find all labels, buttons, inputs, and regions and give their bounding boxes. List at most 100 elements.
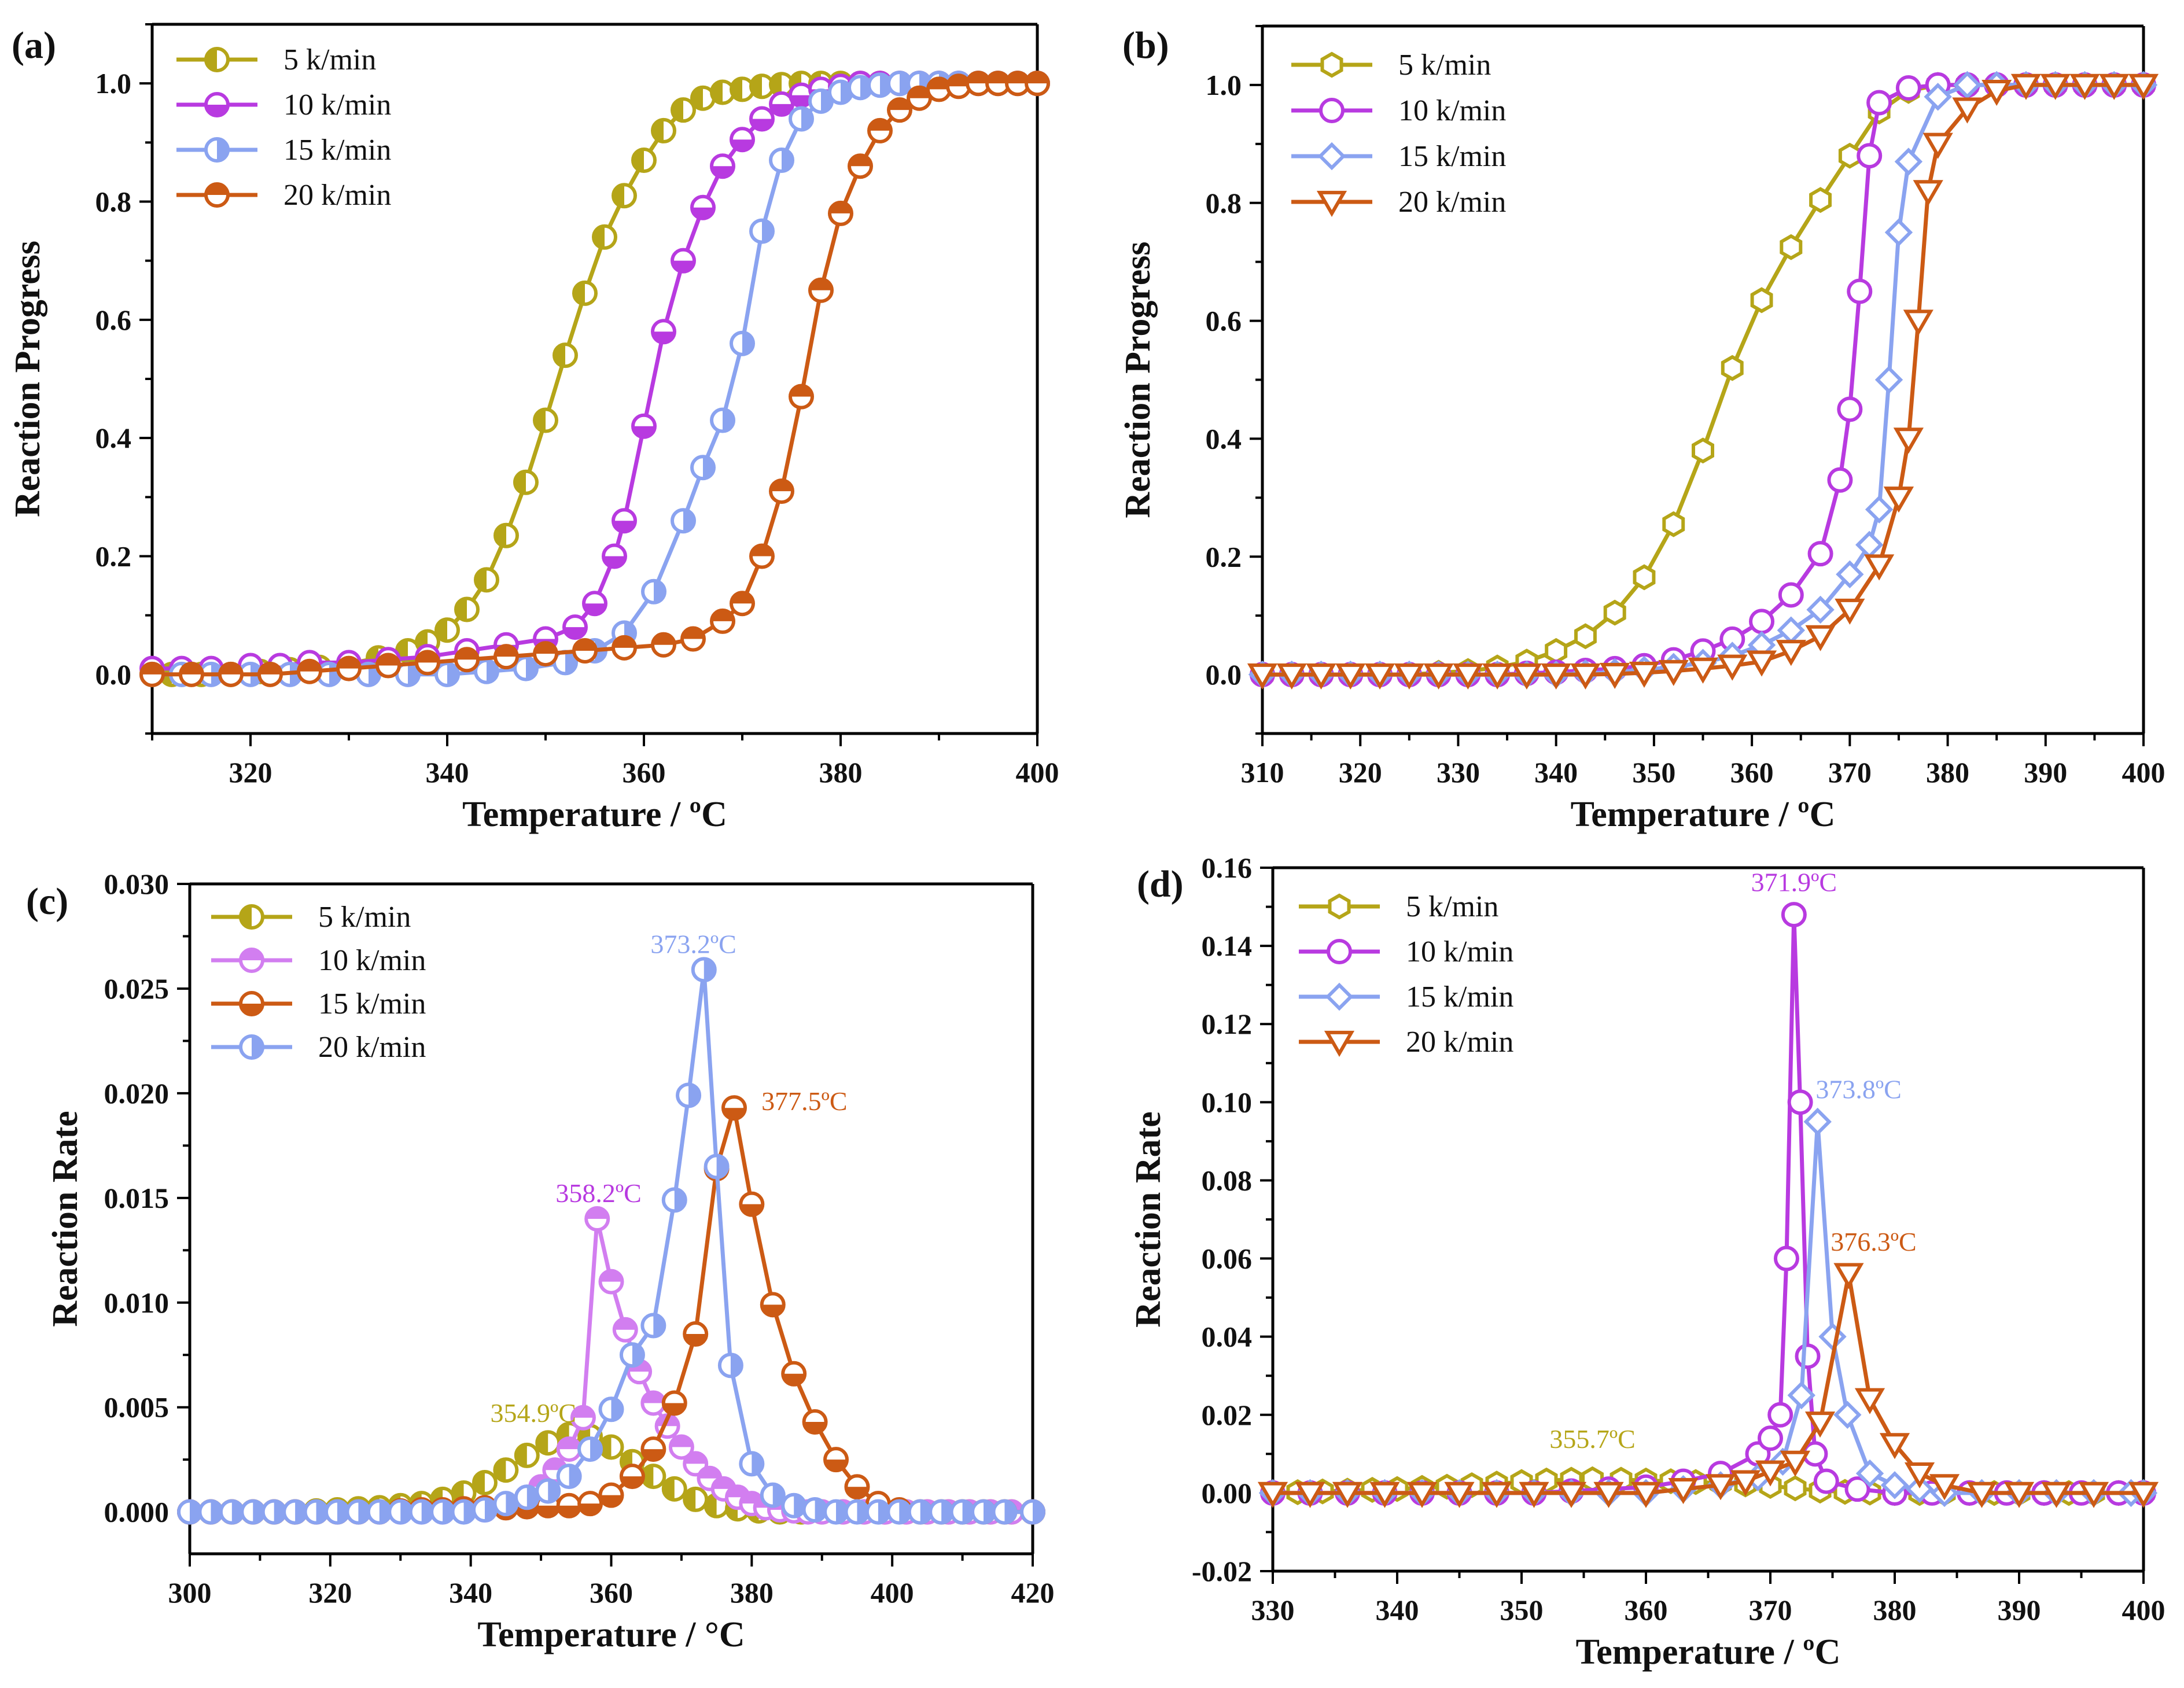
data-point [1717,654,1748,681]
x-tick-label: 320 [229,756,272,788]
data-point [1369,1481,1400,1508]
data-point [710,153,735,179]
legend: 5 k/min 10 k/min 15 k/min 20 k/min [1291,49,1506,219]
data-point [802,1497,828,1523]
data-point [472,1469,498,1495]
legend-label: 10 k/min [1406,935,1513,968]
data-point [1929,1474,1960,1501]
data-point [514,1442,540,1468]
x-axis-title: Temperature / °C [477,1615,745,1654]
legend-marker [204,182,230,208]
legend-marker [239,904,264,930]
data-point [641,578,666,605]
legend: 5 k/min 10 k/min 15 k/min 20 k/min [211,901,426,1064]
data-point [668,1434,694,1460]
legend: 5 k/min 10 k/min 15 k/min 20 k/min [1299,890,1513,1059]
data-point [1833,1263,1864,1289]
legend-label: 20 k/min [283,179,391,212]
x-tick-label: 340 [426,756,469,788]
y-tick-label: 0.14 [1202,930,1253,962]
y-tick-label: 0.8 [95,186,132,218]
data-point [261,1499,287,1525]
data-point [240,1499,266,1525]
series-20-k-min [1247,73,2159,690]
data-point [415,650,440,676]
series-10-k-min [1260,902,2156,1506]
legend-item: 10 k/min [1299,935,1513,968]
data-point [553,342,578,368]
data-point [434,661,460,687]
data-point [1833,1400,1862,1429]
data-point [535,1478,561,1504]
data-point [375,653,401,679]
data-point [710,407,735,433]
data-point [640,1464,666,1490]
y-tick-label: 0.8 [1206,187,1242,219]
legend-item: 15 k/min [1299,981,1513,1013]
data-point [454,647,480,673]
data-point [1603,599,1626,626]
data-point [533,641,558,667]
data-point [1895,75,1921,101]
data-point [1835,598,1865,625]
data-point [865,1499,891,1525]
data-point [1541,663,1571,690]
y-tick-label: 0.4 [1206,422,1242,455]
data-point [1847,278,1873,304]
chart-panel-4: 330 340 350 360 370 380 390 400 -0.02 0.00 0.02 0.0… [1129,852,2165,1672]
y-tick-label: 0.030 [104,868,170,900]
data-point [592,224,617,250]
data-point [1924,83,1952,111]
legend-item: 5 k/min [1291,49,1491,82]
data-point [789,82,814,108]
data-point [844,1499,870,1525]
data-point [1880,1471,1909,1499]
data-point [1805,625,1836,651]
y-tick-label: 0.10 [1202,1086,1253,1118]
series-line [1262,83,2144,677]
chart-panel-1: 320 340 360 380 400 0.0 0.2 0.4 0.6 0.8 1.0 Tempera… [8,23,1059,834]
legend-label: 5 k/min [1406,890,1498,923]
x-tick-label: 320 [308,1576,352,1609]
data-point [717,1352,743,1379]
data-point [1630,1481,1662,1508]
data-point [1865,495,1894,524]
x-tick-label: 330 [1251,1594,1295,1626]
legend-item: 5 k/min [176,43,376,76]
data-point [690,194,716,220]
data-point [1894,148,1923,176]
data-point [1629,661,1660,688]
data-point [730,127,755,153]
data-point [1795,1343,1821,1369]
y-tick-label: 0.16 [1202,852,1253,884]
data-point [1838,142,1861,169]
data-point [651,632,676,658]
data-point [867,117,893,143]
y-tick-label: 0.00 [1202,1477,1253,1509]
data-point [1913,180,1943,207]
data-point [366,1499,392,1525]
legend-label: 10 k/min [283,89,391,121]
data-point [612,183,637,209]
legend-label: 20 k/min [318,1031,426,1064]
data-point [1276,663,1307,690]
y-tick-label: 0.04 [1202,1321,1253,1353]
data-point [1730,1470,1761,1497]
data-point [1570,663,1601,690]
data-point [139,661,165,687]
data-point [513,655,539,681]
data-point [2128,1481,2159,1508]
legend-label: 20 k/min [1406,1026,1513,1059]
data-point [1335,663,1366,690]
data-point [493,1491,519,1517]
x-tick-label: 330 [1437,756,1480,788]
data-point [661,1187,687,1213]
x-tick-label: 310 [1241,756,1284,788]
legend: 5 k/min 10 k/min 15 k/min 20 k/min [176,43,391,212]
data-point [1721,355,1744,381]
x-tick-label: 370 [1749,1594,1792,1626]
data-point [612,508,637,534]
data-point [1295,1481,1325,1508]
data-point [1746,650,1777,677]
chart-panel-3: 300 320 340 360 380 400 420 0.000 0.005 0.010 0.01… [26,868,1055,1654]
